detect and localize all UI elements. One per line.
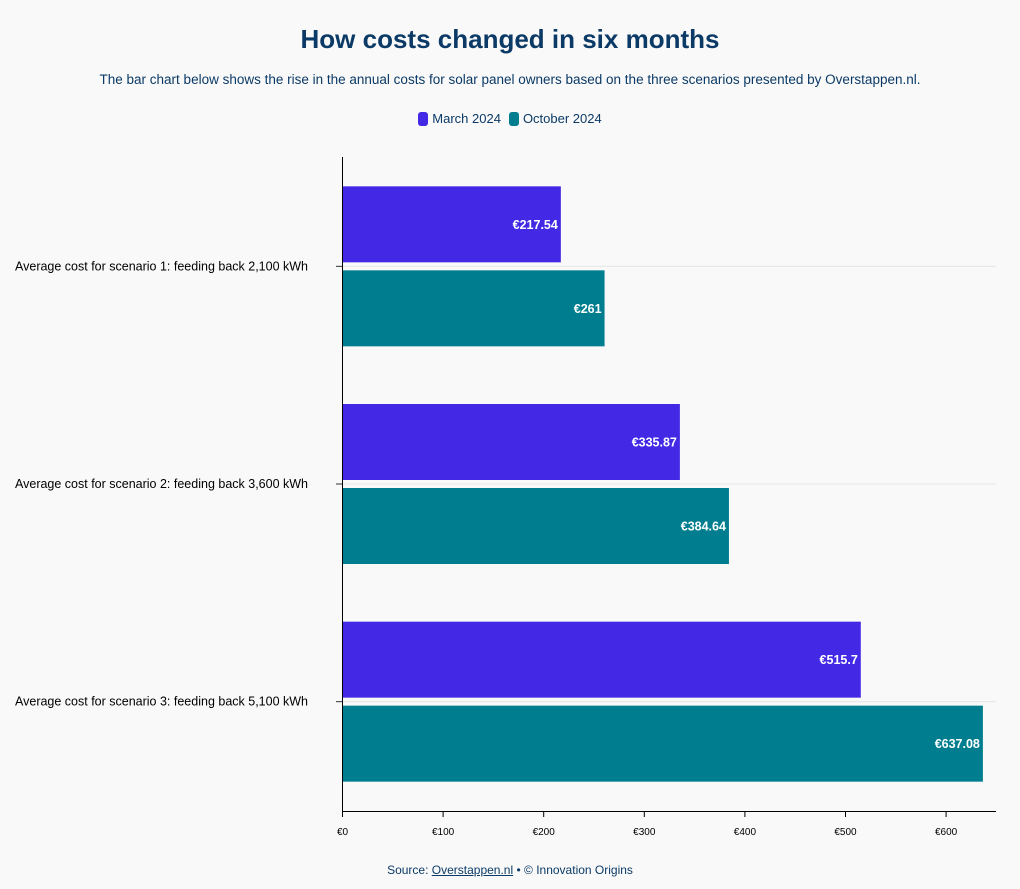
bar-march-scenario-2 <box>342 404 680 480</box>
data-label-october-scenario-2: €384.64 <box>681 520 726 534</box>
legend-item-october[interactable]: October 2024 <box>508 111 602 126</box>
source-prefix: Source: <box>387 863 432 877</box>
data-label-october-scenario-3: €637.08 <box>935 737 980 751</box>
bar-chart: Average cost for scenario 1: feeding bac… <box>15 157 996 838</box>
legend: March 2024 October 2024 <box>0 111 1020 126</box>
source-suffix: • © Innovation Origins <box>513 863 633 877</box>
bar-october-scenario-1 <box>342 270 605 347</box>
x-tick-label-400: €400 <box>734 827 757 838</box>
x-tick-label-600: €600 <box>935 827 958 838</box>
x-tick-label-100: €100 <box>432 827 455 838</box>
x-tick-label-200: €200 <box>533 827 556 838</box>
bar-march-scenario-3 <box>342 621 861 698</box>
y-tick-label-1: Average cost for scenario 1: feeding bac… <box>15 259 308 273</box>
legend-label-march: March 2024 <box>432 111 501 126</box>
x-tick-label-300: €300 <box>633 827 656 838</box>
legend-swatch-october <box>508 111 519 126</box>
data-label-march-scenario-1: €217.54 <box>513 218 558 232</box>
bar-october-scenario-3 <box>342 705 983 782</box>
data-label-march-scenario-2: €335.87 <box>632 436 677 450</box>
x-tick-label-500: €500 <box>834 827 857 838</box>
bar-october-scenario-2 <box>342 488 729 564</box>
data-label-october-scenario-1: €261 <box>574 302 602 316</box>
source-line: Source: Overstappen.nl • © Innovation Or… <box>0 863 1020 877</box>
x-tick-label-0: €0 <box>337 827 349 838</box>
chart-title: How costs changed in six months <box>300 24 720 54</box>
bar-march-scenario-1 <box>342 186 561 263</box>
source-link[interactable]: Overstappen.nl <box>431 863 514 877</box>
chart-subtitle: The bar chart below shows the rise in th… <box>99 72 921 87</box>
y-tick-label-2: Average cost for scenario 2: feeding bac… <box>15 477 308 491</box>
legend-swatch-march <box>418 111 429 126</box>
legend-label-october: October 2024 <box>522 111 602 126</box>
legend-item-march[interactable]: March 2024 <box>418 111 501 126</box>
data-label-march-scenario-3: €515.7 <box>820 653 858 667</box>
y-tick-label-3: Average cost for scenario 3: feeding bac… <box>15 695 308 709</box>
